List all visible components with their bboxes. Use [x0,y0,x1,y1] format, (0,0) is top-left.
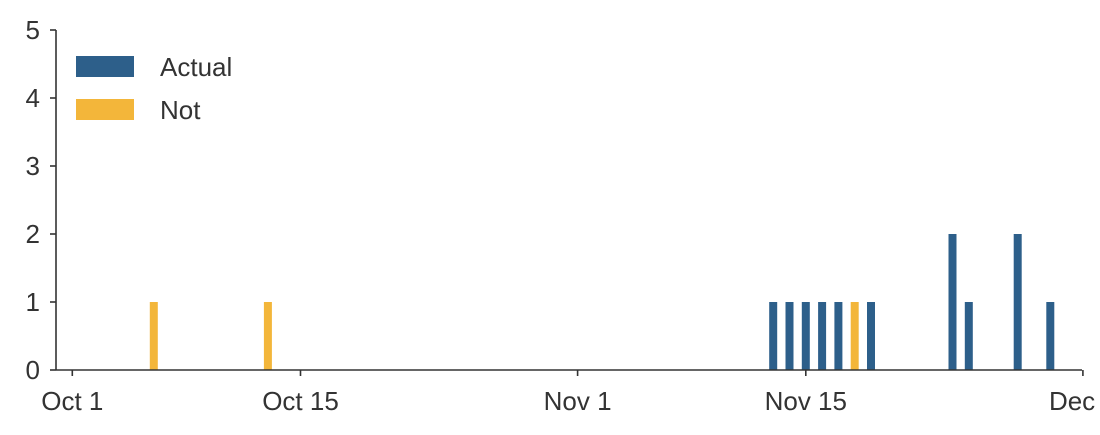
y-tick-label: 3 [26,151,40,181]
legend-label-actual: Actual [160,52,232,82]
legend-label-not: Not [160,95,201,125]
bar-not-2018-10-13 [263,302,272,370]
x-tick-label: Nov 15 [765,386,847,416]
x-tick-label: Oct 1 [41,386,103,416]
y-tick-label: 1 [26,287,40,317]
bar-actual-2018-11-30 [1046,302,1055,370]
x-tick-label: Dec 2 [1049,386,1100,416]
y-tick-label: 2 [26,219,40,249]
bar-actual-2018-11-19 [867,302,875,370]
axes-layer [55,30,1082,371]
bar-actual-2018-11-15 [801,302,810,370]
bar-actual-2018-11-24 [948,234,957,370]
y-tick-label: 5 [26,15,40,45]
bar-actual-2018-11-16 [818,302,827,370]
x-tick-label: Nov 1 [544,386,612,416]
bar-actual-2018-11-28 [1013,234,1022,370]
legend-swatch-actual [76,56,134,77]
bar-not-2018-11-18 [850,302,859,370]
y-tick-label: 4 [26,83,40,113]
bar-actual-2018-11-25 [964,302,973,370]
y-ticks: 0 1 2 3 4 5 [26,15,56,385]
bar-actual-2018-11-17 [834,302,843,370]
bars-layer [149,234,1055,370]
legend-swatch-not [76,99,134,120]
legend: Actual Not [76,52,232,125]
x-tick-label: Oct 15 [262,386,339,416]
bar-not-2018-10-06 [149,302,158,370]
bar-actual-2018-11-14 [785,302,794,370]
bar-actual-2018-11-13 [769,302,778,370]
y-tick-label: 0 [26,355,40,385]
